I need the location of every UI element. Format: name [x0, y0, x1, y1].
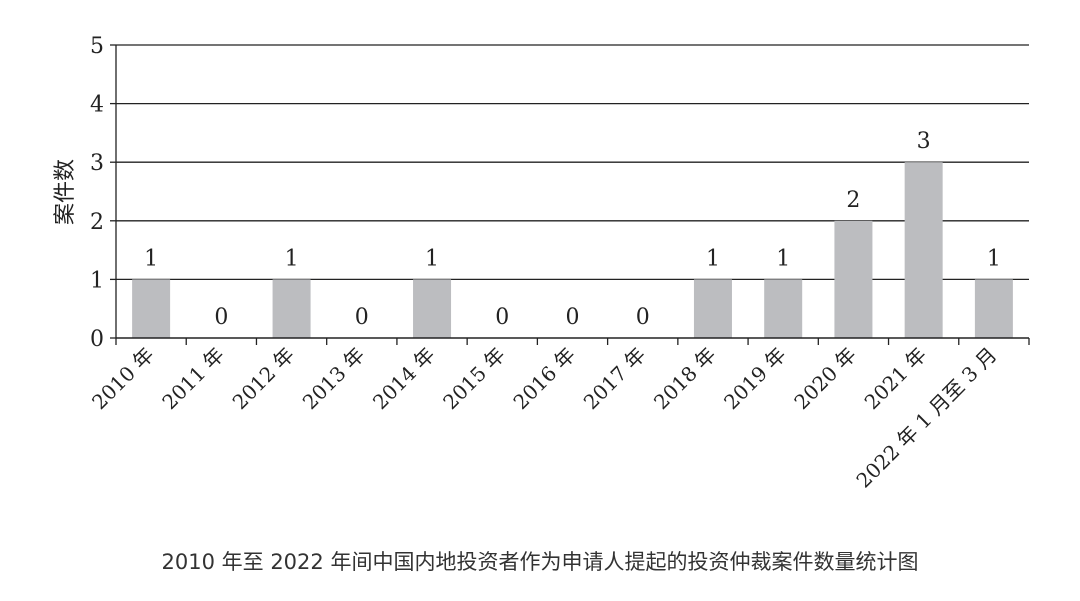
data-label: 1 [144, 246, 158, 271]
y-tick-label: 3 [90, 151, 104, 176]
x-tick-label: 2014 年 [368, 343, 440, 415]
y-tick-label: 2 [90, 210, 104, 235]
y-tick-label: 1 [90, 268, 104, 293]
data-label: 1 [706, 246, 720, 271]
data-label: 0 [355, 305, 369, 330]
x-tick-label: 2010 年 [87, 343, 159, 415]
x-tick-label: 2013 年 [298, 343, 370, 415]
data-label: 1 [285, 246, 299, 271]
y-axis-label: 案件数 [53, 159, 78, 225]
data-label: 0 [566, 305, 580, 330]
bars [132, 162, 1013, 338]
x-tick-label: 2012 年 [228, 343, 300, 415]
data-label: 1 [987, 246, 1001, 271]
data-label: 0 [214, 305, 228, 330]
bar [764, 279, 803, 338]
y-tick-label: 5 [90, 34, 104, 59]
data-label: 2 [846, 188, 860, 213]
y-axis-ticks: 0 1 2 3 4 5 [90, 34, 117, 352]
x-tick-label: 2022 年 1 月至 3 月 [851, 343, 1001, 493]
x-axis [115, 337, 1030, 345]
bar [413, 279, 452, 338]
data-label: 0 [495, 305, 509, 330]
x-tick-label: 2020 年 [789, 343, 861, 415]
gridlines [116, 44, 1029, 281]
x-tick-label: 2019 年 [719, 343, 791, 415]
bar [904, 162, 943, 338]
chart-caption: 2010 年至 2022 年间中国内地投资者作为申请人提起的投资仲裁案件数量统计… [161, 550, 919, 574]
x-tick-label: 2021 年 [860, 343, 932, 415]
x-tick-label: 2018 年 [649, 343, 721, 415]
bar [132, 279, 171, 338]
data-label: 0 [636, 305, 650, 330]
y-tick-label: 0 [90, 327, 104, 352]
x-tick-label: 2016 年 [508, 343, 580, 415]
bar [272, 279, 311, 338]
x-tick-label: 2017 年 [579, 343, 651, 415]
y-tick-label: 4 [90, 93, 104, 118]
x-tick-label: 2011 年 [157, 343, 229, 415]
data-label: 3 [917, 129, 931, 154]
bar [693, 279, 732, 338]
data-label: 1 [425, 246, 439, 271]
bar [974, 279, 1013, 338]
x-tick-label: 2015 年 [438, 343, 510, 415]
data-label: 1 [776, 246, 790, 271]
bar [834, 220, 873, 338]
data-labels: 1 0 1 0 1 0 0 0 1 1 2 3 1 [144, 129, 1001, 330]
